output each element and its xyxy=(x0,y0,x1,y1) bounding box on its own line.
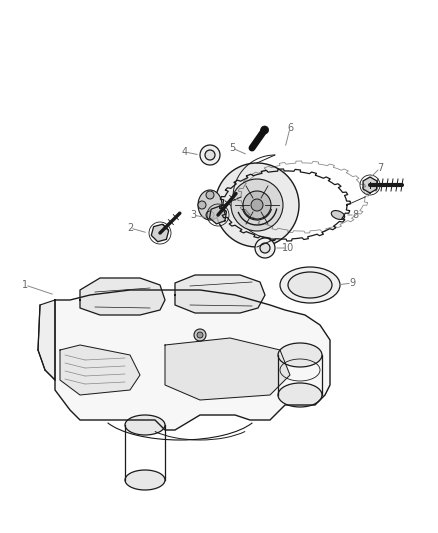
Ellipse shape xyxy=(125,415,165,435)
Circle shape xyxy=(215,163,299,247)
Circle shape xyxy=(261,126,268,134)
Circle shape xyxy=(194,329,206,341)
Ellipse shape xyxy=(198,190,222,220)
Text: 1: 1 xyxy=(22,280,28,290)
Circle shape xyxy=(231,179,283,231)
Circle shape xyxy=(205,150,215,160)
Polygon shape xyxy=(165,338,290,400)
Polygon shape xyxy=(151,224,169,241)
Circle shape xyxy=(206,191,214,199)
Polygon shape xyxy=(60,345,140,395)
Circle shape xyxy=(243,191,271,219)
Text: 9: 9 xyxy=(349,278,355,288)
Polygon shape xyxy=(209,206,226,224)
Polygon shape xyxy=(363,177,377,193)
Ellipse shape xyxy=(280,267,340,303)
Text: 6: 6 xyxy=(287,123,293,133)
Circle shape xyxy=(198,201,206,209)
Circle shape xyxy=(206,211,214,219)
Text: 4: 4 xyxy=(182,147,188,157)
Polygon shape xyxy=(80,278,165,315)
Ellipse shape xyxy=(331,211,345,220)
Polygon shape xyxy=(175,275,265,313)
Text: 3: 3 xyxy=(190,210,196,220)
Ellipse shape xyxy=(278,343,322,367)
Text: 5: 5 xyxy=(229,143,235,153)
Text: 8: 8 xyxy=(352,210,358,220)
Circle shape xyxy=(255,238,275,258)
Ellipse shape xyxy=(278,383,322,407)
Ellipse shape xyxy=(288,272,332,298)
Polygon shape xyxy=(55,290,330,430)
Circle shape xyxy=(251,199,263,211)
Text: 2: 2 xyxy=(127,223,133,233)
Circle shape xyxy=(260,243,270,253)
Text: 7: 7 xyxy=(377,163,383,173)
Ellipse shape xyxy=(125,470,165,490)
Text: 10: 10 xyxy=(282,243,294,253)
Circle shape xyxy=(200,145,220,165)
Polygon shape xyxy=(38,300,55,380)
Circle shape xyxy=(197,332,203,338)
